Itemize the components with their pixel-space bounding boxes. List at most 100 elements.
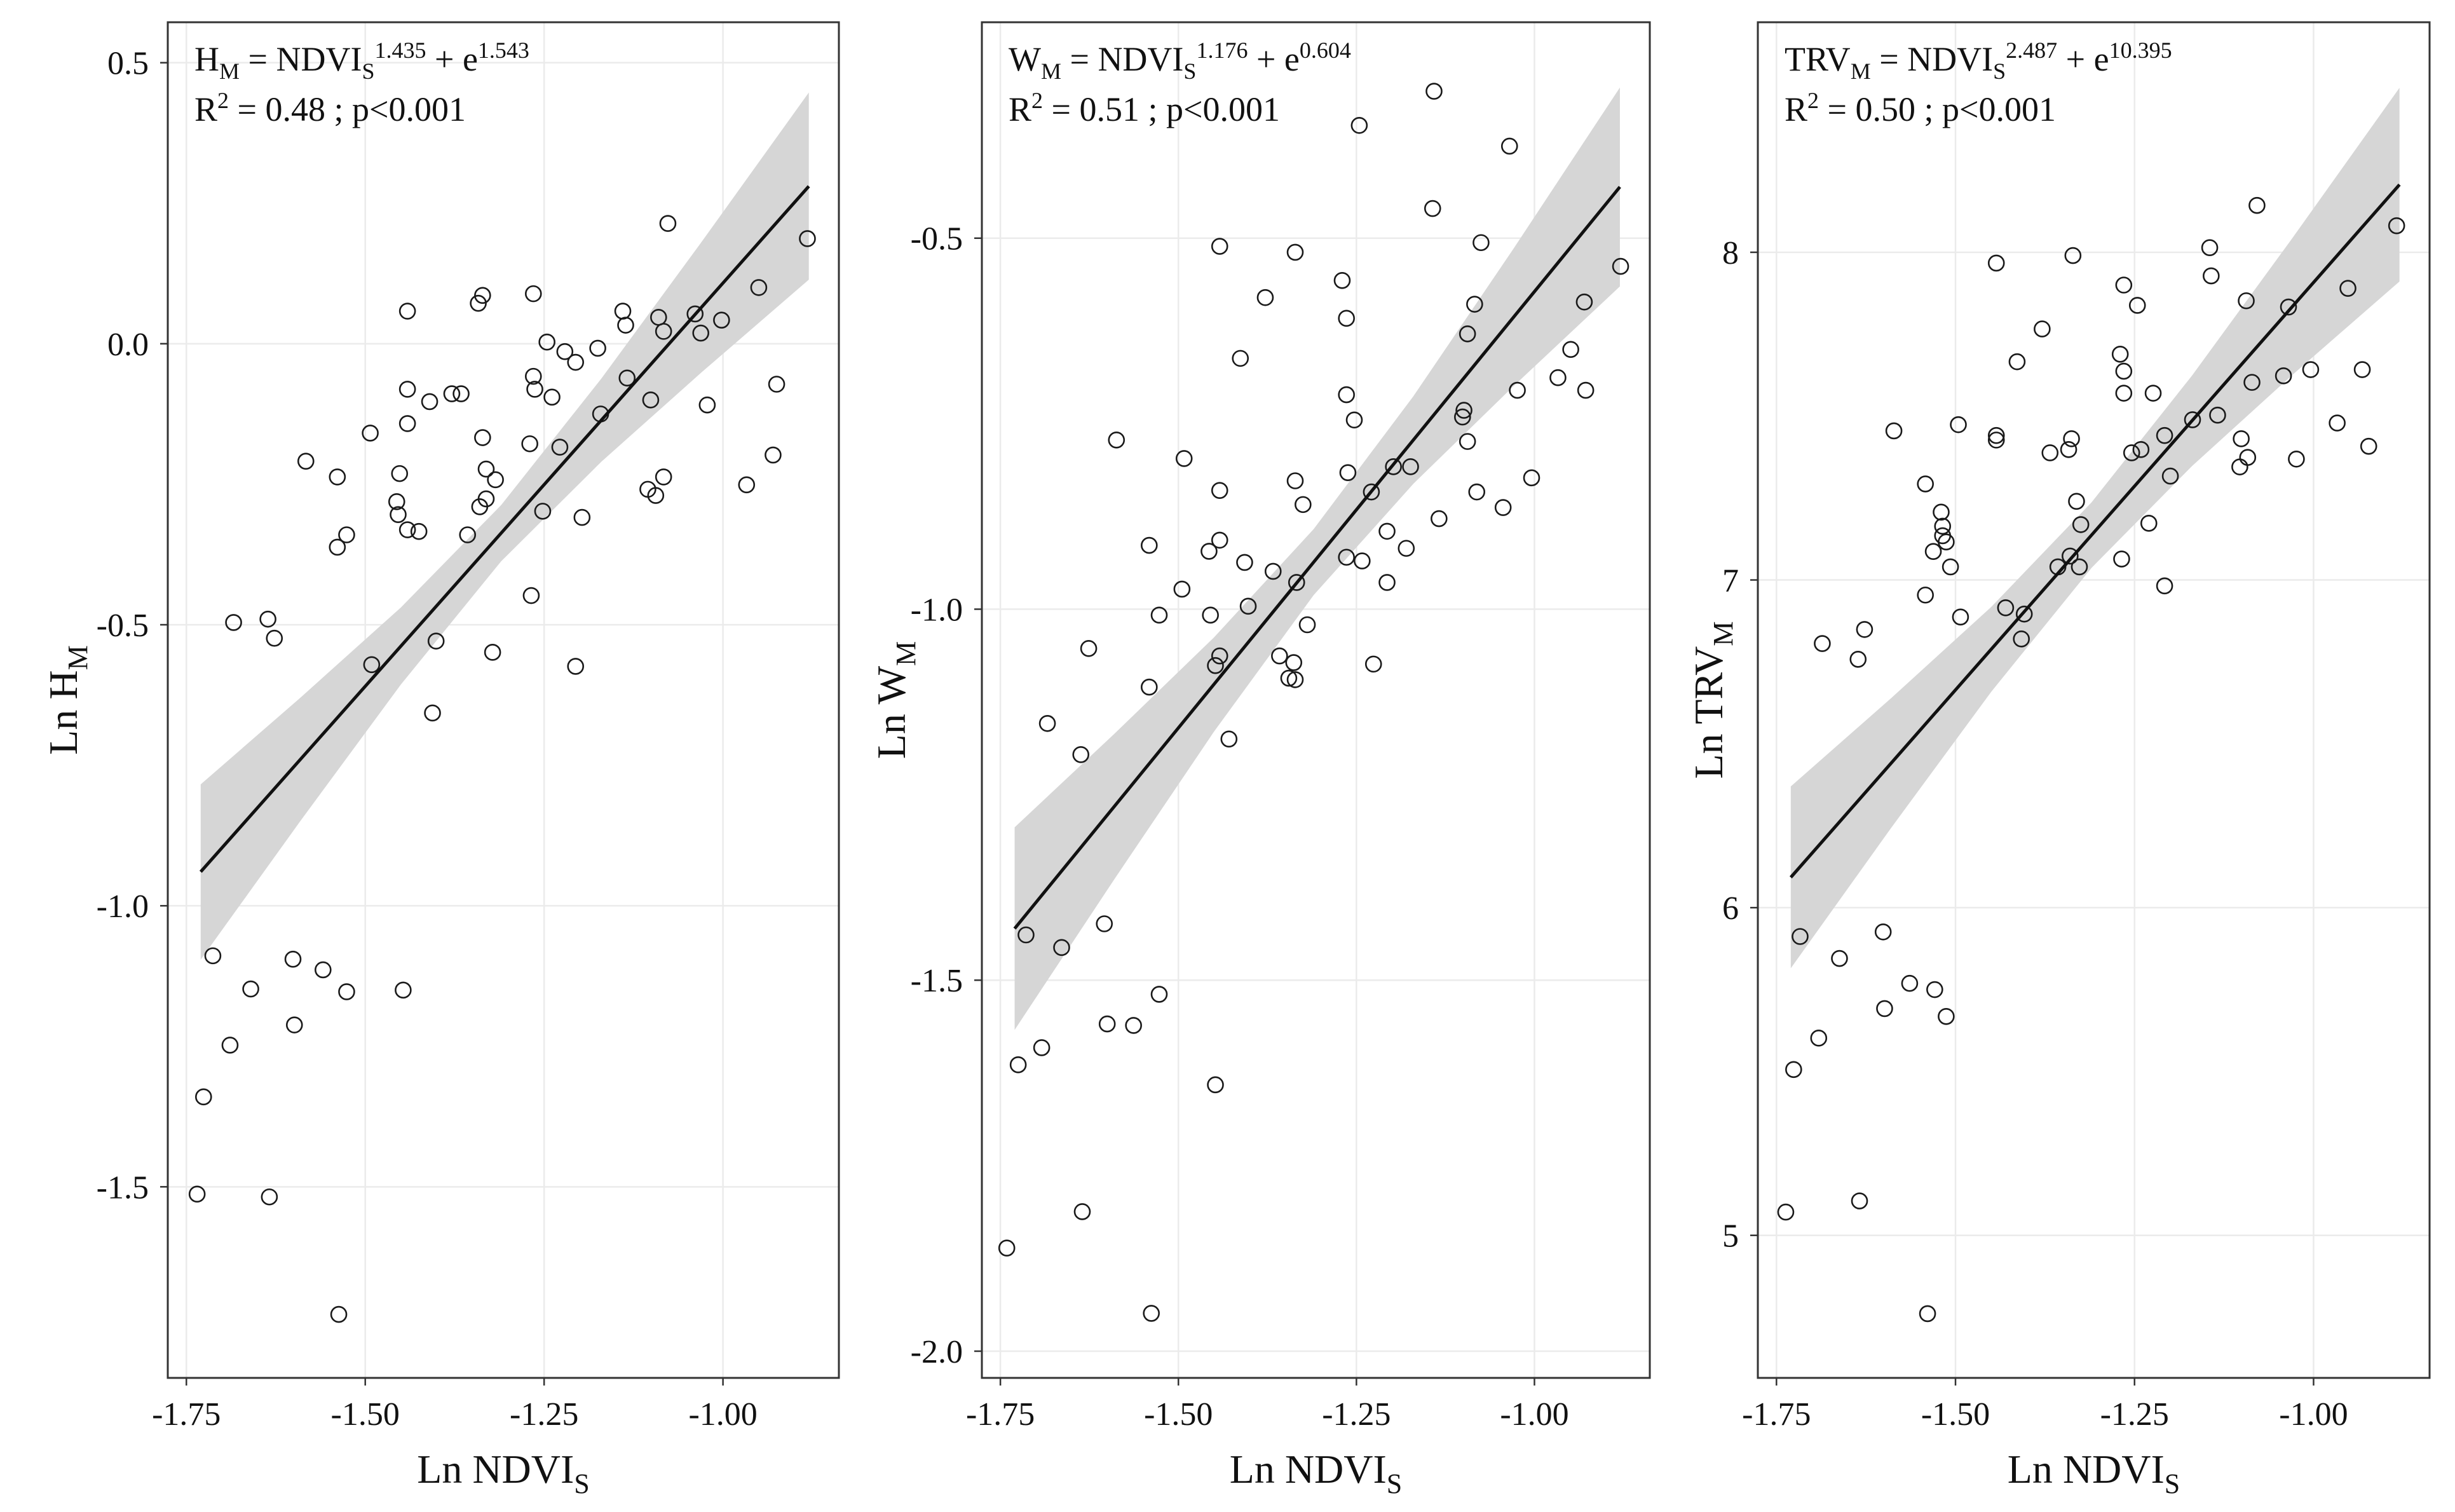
data-point bbox=[459, 526, 477, 543]
data-point bbox=[284, 950, 302, 968]
data-point bbox=[2156, 577, 2173, 595]
data-point bbox=[551, 439, 569, 456]
data-point bbox=[329, 468, 346, 486]
data-point bbox=[1009, 1056, 1027, 1073]
data-point bbox=[2068, 493, 2085, 510]
data-point bbox=[1211, 482, 1228, 499]
data-point bbox=[567, 658, 585, 675]
y-tick-label: -2.0 bbox=[911, 1334, 963, 1370]
data-point bbox=[474, 429, 491, 446]
data-point bbox=[1339, 464, 1357, 481]
data-point bbox=[242, 980, 259, 998]
data-point bbox=[556, 343, 574, 360]
data-point bbox=[1425, 83, 1443, 100]
data-point bbox=[738, 476, 756, 494]
data-point bbox=[2034, 320, 2051, 337]
r-squared-r: R bbox=[1785, 90, 1807, 128]
data-point bbox=[998, 1239, 1016, 1257]
data-point bbox=[1424, 200, 1441, 217]
data-point bbox=[424, 704, 441, 722]
data-point bbox=[1073, 1203, 1091, 1220]
data-point bbox=[1792, 928, 1809, 945]
equation-intercept-exponent: 10.395 bbox=[2109, 37, 2172, 63]
y-tick-label: 5 bbox=[1722, 1218, 1739, 1255]
data-point bbox=[2072, 516, 2090, 533]
x-axis-title-text: Ln NDVI bbox=[2008, 1447, 2165, 1492]
y-axis-title-text: Ln TRV bbox=[1686, 646, 1731, 779]
data-point bbox=[647, 487, 665, 504]
data-point bbox=[522, 587, 540, 604]
data-point bbox=[573, 508, 591, 526]
equation-lhs-subscript: M bbox=[1041, 58, 1061, 84]
data-point bbox=[1295, 496, 1312, 514]
data-point bbox=[538, 333, 555, 351]
x-axis-title-subscript: S bbox=[1387, 1468, 1402, 1499]
data-point bbox=[1286, 472, 1304, 489]
data-point bbox=[1200, 543, 1218, 560]
data-point bbox=[1143, 1305, 1160, 1322]
data-point bbox=[1271, 647, 1288, 665]
data-point bbox=[1338, 548, 1355, 566]
equation-slope-exponent: 1.435 bbox=[374, 37, 426, 63]
y-tick-label: 0.5 bbox=[107, 46, 149, 82]
x-axis-title: Ln NDVIS bbox=[417, 1447, 590, 1499]
data-point bbox=[1987, 254, 2005, 272]
data-point bbox=[398, 521, 416, 538]
data-point bbox=[2071, 558, 2088, 576]
data-point bbox=[567, 353, 585, 371]
r-squared-value: = 0.51 ; p<0.001 bbox=[1043, 90, 1280, 128]
x-tick-label: -1.25 bbox=[1322, 1396, 1391, 1433]
data-point bbox=[452, 385, 470, 402]
r-squared-label: R2 = 0.50 ; p<0.001 bbox=[1785, 88, 2056, 128]
data-point bbox=[768, 376, 785, 393]
data-point bbox=[1096, 915, 1113, 932]
data-point bbox=[1575, 293, 1593, 311]
equation-ndvi: = NDVI bbox=[1871, 40, 1993, 78]
data-point bbox=[363, 656, 381, 674]
x-tick-label: -1.75 bbox=[966, 1396, 1035, 1433]
equation-lhs: TRV bbox=[1785, 40, 1851, 78]
data-point bbox=[543, 388, 561, 406]
data-point bbox=[1950, 416, 1967, 433]
equation-ndvi-subscript: S bbox=[1183, 58, 1196, 84]
data-point bbox=[487, 471, 504, 489]
data-point bbox=[534, 503, 552, 520]
data-point bbox=[1810, 1030, 1828, 1047]
data-point bbox=[1398, 540, 1415, 557]
data-point bbox=[1211, 531, 1228, 549]
data-point bbox=[1472, 234, 1490, 252]
data-point bbox=[1454, 408, 1471, 426]
data-point bbox=[329, 538, 346, 556]
data-point bbox=[1549, 369, 1567, 386]
data-point bbox=[1459, 325, 1476, 343]
data-point bbox=[2161, 467, 2179, 485]
data-point bbox=[1924, 543, 1942, 560]
data-point bbox=[1942, 558, 1959, 576]
equation-ndvi: = NDVI bbox=[240, 40, 362, 78]
data-point bbox=[524, 367, 542, 385]
data-point bbox=[2115, 362, 2133, 380]
data-point bbox=[2360, 437, 2377, 455]
chart-panel-1: -1.75 -1.50 -1.25 -1.00 0.5 0.0 -0.5 -1.0 -1.5 Ln… bbox=[41, 21, 840, 1499]
y-tick-label: 0.0 bbox=[107, 327, 149, 363]
data-point bbox=[1232, 350, 1249, 367]
data-point bbox=[1350, 116, 1368, 134]
y-axis-title: Ln TRVM bbox=[1686, 622, 1739, 779]
x-axis-title-subscript: S bbox=[574, 1468, 589, 1499]
data-point bbox=[2115, 276, 2133, 294]
data-point bbox=[1338, 386, 1355, 404]
data-point bbox=[1777, 1203, 1795, 1221]
data-point bbox=[2388, 217, 2405, 235]
data-point bbox=[398, 415, 416, 432]
data-point bbox=[388, 493, 405, 510]
data-point bbox=[390, 506, 407, 523]
data-point bbox=[1785, 1061, 1802, 1079]
data-point bbox=[1934, 517, 1952, 535]
data-point bbox=[2064, 247, 2082, 264]
plot-border bbox=[167, 21, 840, 1379]
data-point bbox=[765, 446, 782, 464]
data-point bbox=[259, 610, 276, 628]
data-point bbox=[655, 468, 672, 486]
